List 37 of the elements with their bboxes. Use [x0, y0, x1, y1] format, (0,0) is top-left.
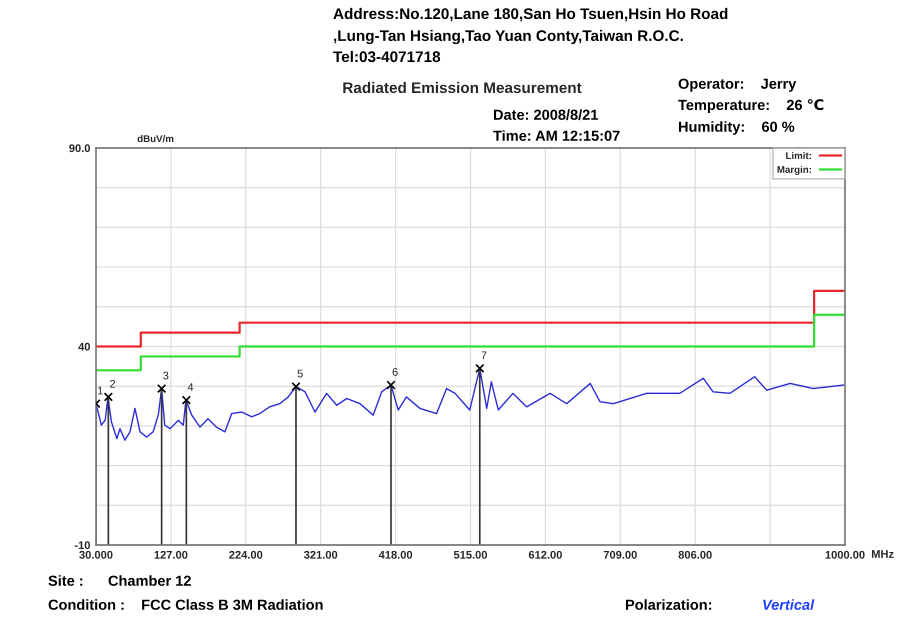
text: Condition : FCC Class B 3M Radiation — [48, 599, 323, 610]
annotation: 5 — [298, 370, 303, 378]
legend-label: Margin: — [777, 166, 812, 175]
y-tick-label: 90.0 — [69, 144, 90, 152]
annotation: 2 — [110, 380, 116, 388]
annotation: 3 — [163, 372, 168, 380]
x-tick-label: 709.00 — [604, 550, 637, 559]
text: Vertical — [763, 599, 814, 610]
annotation: 4 — [188, 383, 194, 391]
x-tick-label: 30.000 — [79, 550, 113, 559]
text: Site : Chamber 12 — [48, 575, 191, 586]
text: Tel:03-4071718 — [333, 50, 440, 62]
y-tick-label: 40 — [78, 342, 90, 351]
y-tick-label: -10 — [74, 541, 90, 550]
text: Operator: Jerry — [678, 78, 796, 92]
x-tick-label: 806.00 — [678, 550, 712, 559]
annotation: 1 — [98, 386, 103, 394]
annotation: 6 — [392, 368, 398, 376]
x-tick-label: 515.00 — [454, 550, 488, 559]
x-tick-label: 418.00 — [378, 550, 412, 559]
annotation: 7 — [481, 351, 486, 360]
text: Date: 2008/8/21 — [494, 109, 598, 120]
text: Temperature: 26 ℃ — [678, 99, 824, 113]
x-tick-label: 1000.00 — [826, 550, 865, 559]
x-tick-label: 127.00 — [154, 550, 188, 559]
x-tick-label: 224.00 — [229, 550, 262, 559]
legend-label: Limit: — [786, 152, 812, 160]
x-axis-title: MHz — [872, 550, 894, 558]
text: Time: AM 12:15:07 — [493, 130, 620, 141]
text: Humidity: 60 % — [678, 121, 794, 135]
text: ,Lung-Tan Hsiang,Tao Yuan Conty,Taiwan R.O.C. — [334, 30, 683, 44]
x-tick-label: 612.00 — [528, 550, 562, 559]
text: Address:No.120,Lane 180,San Ho Tsuen,Hsin Ho Road — [333, 8, 728, 22]
text: Polarization: — [626, 599, 712, 610]
y-axis-title: dBuV/m — [138, 134, 174, 142]
x-tick-label: 321.00 — [304, 550, 338, 559]
chart-title: Radiated Emission Measurement — [343, 82, 582, 94]
